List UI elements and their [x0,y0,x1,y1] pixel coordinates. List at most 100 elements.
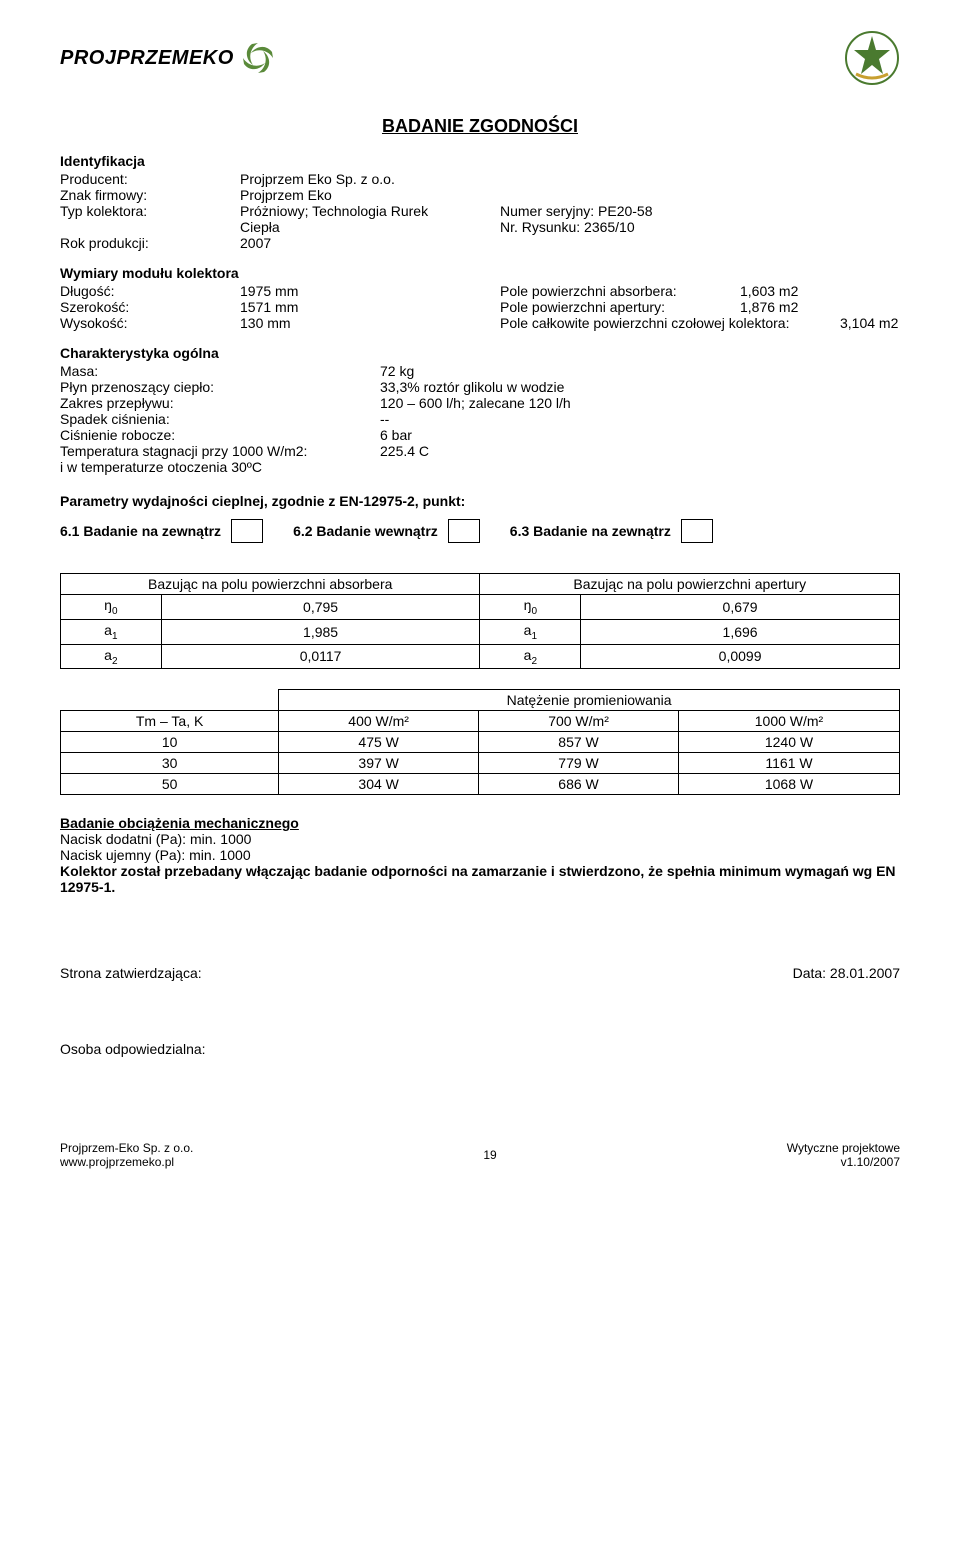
sign-left: Strona zatwierdzająca: [60,965,202,981]
type-label: Typ kolektora: [60,203,240,235]
mech-pos: Nacisk dodatni (Pa): min. 1000 [60,831,900,847]
section-dims: Wymiary modułu kolektora [60,265,900,281]
total-label: Pole całkowite powierzchni czołowej kole… [500,315,840,331]
irr-table: Natężenie promieniowania Tm – Ta, K400 W… [60,689,900,795]
stag-label: Temperatura stagnacji przy 1000 W/m2: [60,443,380,459]
ident-block: Producent: Projprzem Eko Sp. z o.o. Znak… [60,171,900,251]
drawing-label: Nr. Rysunku: 2365/10 [500,219,900,235]
irr-v: 1161 W [678,753,899,774]
irr-col0: Tm – Ta, K [61,711,279,732]
irr-k: 50 [61,774,279,795]
table-row: a20,0117a20,0099 [61,644,900,669]
coef-sym: a1 [61,619,162,644]
section-ident: Identyfikacja [60,153,900,169]
year-label: Rok produkcji: [60,235,240,251]
length-val: 1975 mm [240,283,460,299]
test3-box [681,519,713,543]
page-footer: Projprzem-Eko Sp. z o.o. www.projprzemek… [60,1137,900,1169]
absorber-val: 1,603 m2 [740,283,900,299]
fluid-val: 33,3% roztór glikolu w wodzie [380,379,900,395]
footer-left2: www.projprzemeko.pl [60,1155,193,1169]
irr-v: 475 W [279,732,479,753]
table-row: a11,985a11,696 [61,619,900,644]
sign-row: Strona zatwierdzająca: Data: 28.01.2007 [60,965,900,981]
coef-sym: ŋ0 [61,595,162,620]
test1-label: 6.1 Badanie na zewnątrz [60,523,221,539]
irr-v: 686 W [479,774,679,795]
brand-logo: PROJPRZEMEKO [60,40,276,76]
footer-right1: Wytyczne projektowe [787,1141,900,1155]
producer-val: Projprzem Eko Sp. z o.o. [240,171,460,187]
coef-sym: ŋ0 [480,595,581,620]
coef-sym: a2 [480,644,581,669]
pdrop-val: -- [380,411,900,427]
irr-v: 1068 W [678,774,899,795]
coef-sym: a2 [61,644,162,669]
serial-label: Numer seryjny: PE20-58 [500,203,900,219]
sign-right: Data: 28.01.2007 [793,965,900,981]
coef-rv: 1,696 [581,619,900,644]
fluid-label: Płyn przenoszący ciepło: [60,379,380,395]
test2-box [448,519,480,543]
footer-page-num: 19 [483,1148,496,1162]
brand-swoosh-icon [240,40,276,76]
footer-right2: v1.10/2007 [787,1155,900,1169]
test2-label: 6.2 Badanie wewnątrz [293,523,438,539]
dims-block: Długość:1975 mm Szerokość:1571 mm Wysoko… [60,283,900,331]
height-val: 130 mm [240,315,460,331]
flow-label: Zakres przepływu: [60,395,380,411]
press-val: 6 bar [380,427,900,443]
irr-v: 397 W [279,753,479,774]
sign-resp: Osoba odpowiedzialna: [60,1041,900,1057]
page-title: BADANIE ZGODNOŚCI [60,116,900,137]
table-row: 50304 W686 W1068 W [61,774,900,795]
stag-val: 225.4 C [380,443,900,459]
mark-label: Znak firmowy: [60,187,240,203]
coef-lv: 0,795 [161,595,480,620]
mass-val: 72 kg [380,363,900,379]
footer-left1: Projprzem-Eko Sp. z o.o. [60,1141,193,1155]
aperture-label: Pole powierzchni apertury: [500,299,740,315]
press-label: Ciśnienie robocze: [60,427,380,443]
coef-rv: 0,679 [581,595,900,620]
char-block: Masa:72 kg Płyn przenoszący ciepło:33,3%… [60,363,900,475]
mech-bold: Kolektor został przebadany włączając bad… [60,863,900,895]
irr-v: 779 W [479,753,679,774]
aperture-val: 1,876 m2 [740,299,900,315]
mech-heading: Badanie obciążenia mechanicznego [60,815,900,831]
test-options: 6.1 Badanie na zewnątrz 6.2 Badanie wewn… [60,519,900,543]
mech-neg: Nacisk ujemny (Pa): min. 1000 [60,847,900,863]
mass-label: Masa: [60,363,380,379]
amb-label: i w temperaturze otoczenia 30ºC [60,459,900,475]
irr-v: 304 W [279,774,479,795]
width-val: 1571 mm [240,299,460,315]
brand-text: PROJPRZEMEKO [60,47,234,70]
coef-right-head: Bazując na polu powierzchni apertury [480,574,900,595]
table-row: 10475 W857 W1240 W [61,732,900,753]
page-header: PROJPRZEMEKO [60,30,900,86]
total-val: 3,104 m2 [840,315,900,331]
irr-v: 1240 W [678,732,899,753]
table-row: 30397 W779 W1161 W [61,753,900,774]
coef-rv: 0,0099 [581,644,900,669]
irr-k: 30 [61,753,279,774]
test3-label: 6.3 Badanie na zewnątrz [510,523,671,539]
perf-heading: Parametry wydajności cieplnej, zgodnie z… [60,493,900,509]
test1-box [231,519,263,543]
absorber-label: Pole powierzchni absorbera: [500,283,740,299]
table-row: Tm – Ta, K400 W/m²700 W/m²1000 W/m² [61,711,900,732]
table-row: ŋ00,795ŋ00,679 [61,595,900,620]
coef-table: Bazując na polu powierzchni absorbera Ba… [60,573,900,669]
type-val: Próżniowy; Technologia Rurek Ciepła [240,203,460,235]
width-label: Szerokość: [60,299,240,315]
irr-head: Natężenie promieniowania [279,690,900,711]
producer-label: Producent: [60,171,240,187]
irr-col: 400 W/m² [279,711,479,732]
year-val: 2007 [240,235,460,251]
length-label: Długość: [60,283,240,299]
coef-sym: a1 [480,619,581,644]
cert-badge-icon [844,30,900,86]
coef-lv: 0,0117 [161,644,480,669]
irr-col: 1000 W/m² [678,711,899,732]
coef-left-head: Bazując na polu powierzchni absorbera [61,574,480,595]
